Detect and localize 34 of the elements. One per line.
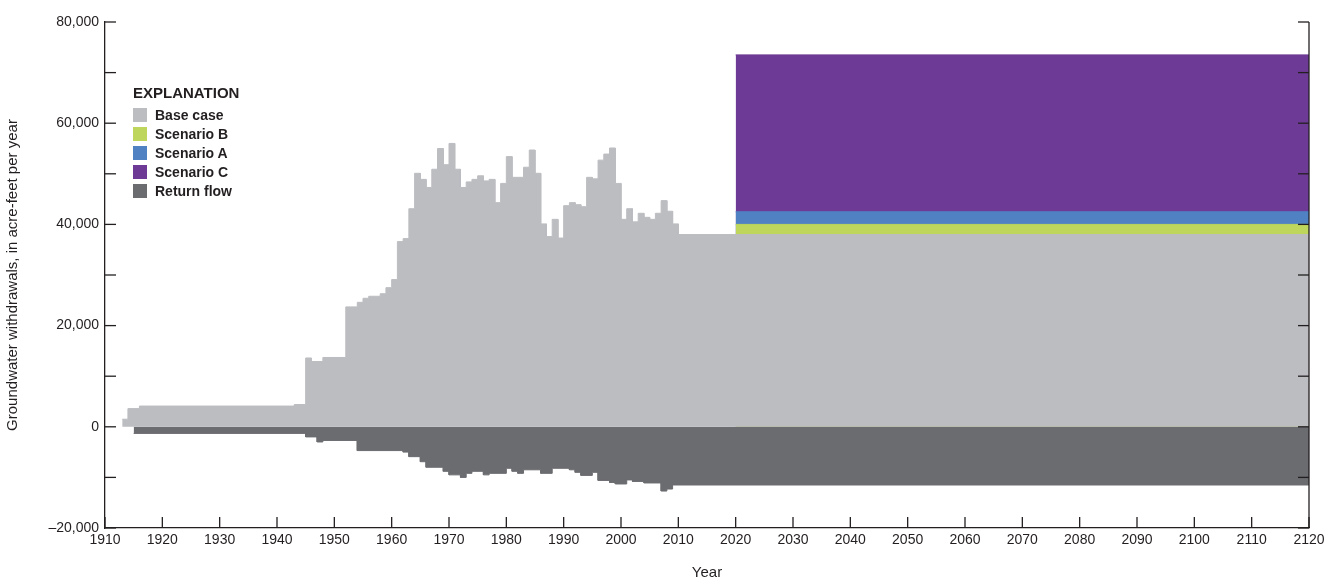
x-tick-label: 2090: [1121, 531, 1153, 548]
x-tick-label: 1930: [204, 531, 236, 548]
y-tick-label: 80,000: [56, 12, 100, 29]
x-tick-label: 1920: [146, 531, 179, 548]
x-tick-label: 2000: [605, 531, 637, 548]
x-tick-label: 1970: [433, 531, 465, 548]
x-axis-title: Year: [691, 563, 723, 581]
x-tick-label: 2120: [1293, 531, 1325, 548]
y-tick-label: 40,000: [56, 215, 100, 232]
y-tick-label: 0: [91, 417, 100, 434]
x-tick-label: 2030: [777, 531, 809, 548]
x-tick-label: 1960: [376, 531, 408, 548]
x-tick-label: 1990: [548, 531, 580, 548]
x-tick-label: 1980: [490, 531, 523, 548]
legend-label: Scenario C: [155, 163, 229, 180]
x-tick-label: 2080: [1064, 531, 1096, 548]
x-tick-label: 2110: [1236, 531, 1267, 548]
y-axis-title: Groundwater withdrawals, in acre-feet per year: [3, 119, 21, 431]
legend-label: Scenario A: [155, 144, 228, 161]
legend-title: EXPLANATION: [133, 84, 240, 101]
x-tick-label: 2050: [892, 531, 924, 548]
legend-label: Base case: [155, 106, 224, 123]
x-tick-label: 2060: [949, 531, 981, 548]
x-tick-label: 2070: [1006, 531, 1039, 548]
y-tick-label: 20,000: [56, 316, 100, 333]
x-tick-label: 1940: [261, 531, 293, 548]
y-tick-label: 60,000: [56, 114, 100, 131]
x-tick-label: 2020: [720, 531, 752, 548]
x-tick-label: 1950: [318, 531, 351, 548]
x-tick-label: 2100: [1178, 531, 1211, 548]
x-tick-label: 2040: [834, 531, 867, 548]
legend-label: Scenario B: [155, 125, 229, 142]
legend-label: Return flow: [155, 182, 232, 199]
x-tick-label: 2010: [662, 531, 695, 548]
